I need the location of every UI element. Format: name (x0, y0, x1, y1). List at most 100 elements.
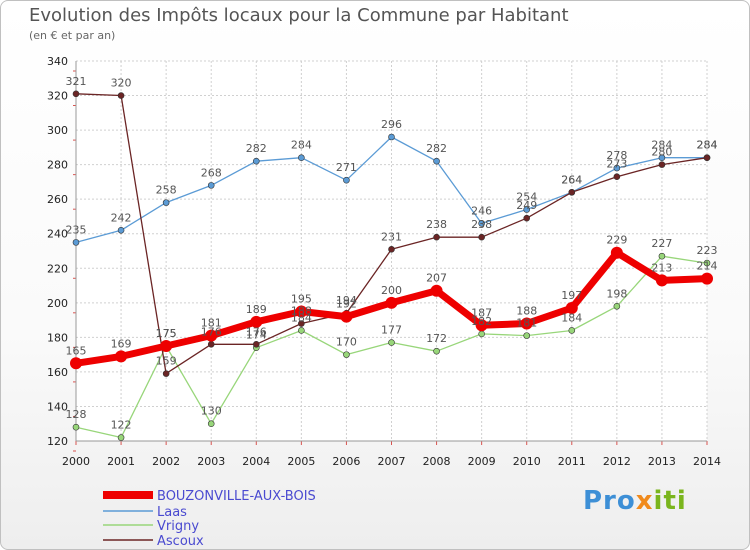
point-bouzonville-aux-bois (205, 329, 218, 342)
series-layer (70, 90, 713, 441)
data-label-ascoux: 249 (516, 199, 537, 212)
data-label-ascoux: 231 (381, 230, 402, 243)
y-tick-label: 220 (47, 262, 68, 275)
point-bouzonville-aux-bois (430, 284, 443, 297)
x-tick-label: 2010 (513, 455, 541, 468)
x-tick-label: 2011 (558, 455, 586, 468)
data-label-vrigny: 128 (66, 408, 87, 421)
point-vrigny (658, 252, 666, 260)
point-ascoux (433, 233, 440, 241)
point-ascoux (207, 340, 215, 348)
data-label-vrigny: 223 (697, 244, 718, 257)
data-label-vrigny: 184 (561, 311, 582, 324)
data-label-ascoux: 176 (201, 325, 222, 338)
point-vrigny (72, 423, 80, 431)
point-bouzonville-aux-bois (385, 296, 398, 309)
point-bouzonville-aux-bois (250, 315, 263, 328)
point-laas (388, 133, 395, 141)
legend-label-bouzonville-aux-bois: BOUZONVILLE-AUX-BOIS (157, 489, 316, 504)
data-label-laas: 284 (697, 139, 718, 152)
point-vrigny (207, 420, 215, 428)
data-label-ascoux: 238 (471, 218, 492, 231)
data-label-laas: 268 (201, 166, 222, 179)
point-laas (613, 164, 621, 172)
point-ascoux (388, 245, 395, 253)
point-ascoux (252, 340, 260, 348)
y-tick-label: 140 (47, 400, 68, 413)
y-tick-label: 240 (47, 228, 68, 241)
data-label-vrigny: 198 (606, 287, 627, 300)
point-vrigny (478, 330, 485, 338)
data-label-vrigny: 184 (291, 311, 312, 324)
point-ascoux (568, 188, 576, 196)
data-label-laas: 264 (561, 173, 582, 186)
chart-subtitle: (en € et par an) (29, 29, 116, 42)
point-vrigny (117, 434, 125, 441)
y-tick-label: 120 (47, 435, 68, 448)
y-tick-label: 340 (47, 55, 68, 68)
point-bouzonville-aux-bois (565, 302, 578, 314)
data-label-vrigny: 172 (426, 332, 447, 345)
y-tick-label: 260 (47, 193, 68, 206)
point-laas (658, 154, 666, 162)
data-label-ascoux: 194 (336, 294, 357, 307)
x-tick-label: 2002 (152, 455, 180, 468)
point-ascoux (162, 370, 170, 377)
data-label-vrigny: 175 (156, 327, 177, 340)
data-label-bouzonville-aux-bois: 169 (111, 337, 132, 350)
data-label-laas: 242 (111, 211, 132, 224)
point-ascoux (298, 320, 305, 327)
point-bouzonville-aux-bois (115, 350, 128, 363)
axes-layer: 120 140 160 180 200 220 240 260 280 300 320 340 2000… (47, 55, 721, 468)
data-label-bouzonville-aux-bois: 229 (606, 234, 627, 247)
data-label-laas: 258 (156, 184, 177, 197)
point-vrigny (388, 339, 395, 346)
data-label-bouzonville-aux-bois: 181 (201, 317, 222, 330)
point-bouzonville-aux-bois (701, 272, 713, 285)
y-tick-label: 180 (47, 331, 68, 344)
proxiti-logo: Proxiti (583, 486, 687, 516)
x-tick-label: 2008 (423, 455, 451, 468)
y-tick-label: 280 (47, 159, 68, 172)
data-label-ascoux: 264 (561, 173, 582, 186)
y-tick-label: 200 (47, 297, 68, 310)
data-label-bouzonville-aux-bois: 197 (561, 289, 582, 302)
x-tick-label: 2014 (693, 455, 721, 468)
data-label-ascoux: 284 (697, 139, 718, 152)
point-bouzonville-aux-bois (520, 317, 533, 330)
data-label-vrigny: 170 (336, 336, 357, 349)
x-tick-label: 2001 (107, 455, 135, 468)
point-ascoux (703, 154, 711, 162)
point-laas (162, 199, 170, 206)
data-label-ascoux: 321 (66, 75, 87, 88)
data-label-vrigny: 177 (381, 324, 402, 337)
point-vrigny (298, 327, 305, 334)
data-label-bouzonville-aux-bois: 187 (471, 306, 492, 319)
point-laas (298, 154, 305, 162)
data-label-bouzonville-aux-bois: 165 (66, 344, 87, 357)
point-laas (207, 182, 215, 189)
x-tick-label: 2005 (287, 455, 315, 468)
data-label-bouzonville-aux-bois: 213 (651, 261, 672, 274)
point-laas (117, 226, 125, 234)
data-label-laas: 282 (246, 142, 267, 155)
data-label-vrigny: 122 (111, 419, 132, 432)
point-vrigny (613, 302, 621, 310)
data-label-vrigny: 182 (471, 315, 492, 328)
x-tick-label: 2013 (648, 455, 676, 468)
legend-label-ascoux: Ascoux (157, 534, 204, 549)
point-bouzonville-aux-bois (295, 305, 308, 318)
point-laas (523, 206, 531, 213)
point-laas (433, 157, 440, 165)
point-ascoux (72, 90, 80, 98)
data-label-laas: 254 (516, 191, 537, 204)
data-label-bouzonville-aux-bois: 195 (291, 292, 312, 305)
point-vrigny (568, 327, 576, 334)
point-vrigny (343, 351, 350, 358)
point-laas (72, 239, 80, 246)
data-label-bouzonville-aux-bois: 188 (516, 305, 537, 318)
data-label-ascoux: 188 (291, 305, 312, 318)
